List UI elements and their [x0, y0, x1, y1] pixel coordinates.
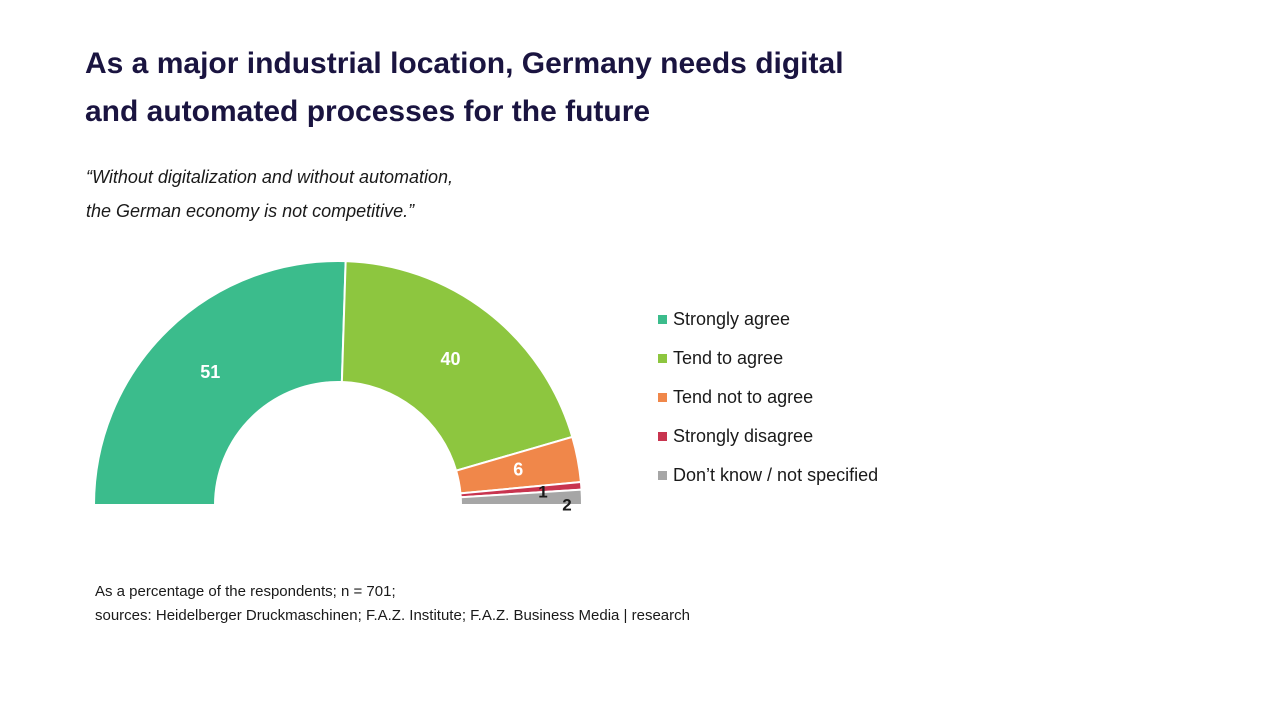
donut-slice-tend-to-agree [340, 260, 574, 472]
chart-title: As a major industrial location, Germany … [85, 40, 905, 136]
chart-subtitle-line-2: the German economy is not competitive.” [86, 201, 415, 221]
legend-swatch-dont-know [658, 471, 667, 480]
data-label-strongly-disagree: 1 [538, 482, 547, 501]
legend-label-strongly-agree: Strongly agree [673, 309, 791, 329]
legend-swatch-tend-to-agree [658, 354, 667, 363]
legend-swatch-strongly-disagree [658, 432, 667, 441]
legend-item-tend-to-agree: Tend to agree [658, 344, 878, 383]
footnote-line-1: As a percentage of the respondents; n = … [95, 583, 396, 600]
legend-item-dont-know: Don’t know / not specified [658, 461, 878, 500]
legend-item-tend-not-to-agree: Tend not to agree [658, 383, 878, 422]
chart-footnote: As a percentage of the respondents; n = … [95, 580, 690, 628]
chart-subtitle-line-1: “Without digitalization and without auto… [86, 167, 454, 187]
legend-label-dont-know: Don’t know / not specified [673, 465, 879, 485]
data-label-dont-know: 2 [562, 495, 571, 514]
legend-swatch-strongly-agree [658, 315, 667, 324]
legend-label-strongly-disagree: Strongly disagree [673, 426, 814, 446]
data-label-strongly-agree: 51 [200, 362, 220, 382]
data-label-tend-not-to-agree: 6 [513, 459, 523, 479]
legend-item-strongly-agree: Strongly agree [658, 305, 878, 344]
legend-item-strongly-disagree: Strongly disagree [658, 422, 878, 461]
chart-legend: Strongly agree Tend to agree Tend not to… [658, 305, 878, 500]
donut-slice-dont-know [459, 488, 584, 506]
data-label-tend-to-agree: 40 [440, 349, 460, 369]
legend-label-tend-not-to-agree: Tend not to agree [673, 387, 814, 407]
footnote-line-2: sources: Heidelberger Druckmaschinen; F.… [95, 607, 690, 624]
legend-label-tend-to-agree: Tend to agree [673, 348, 784, 368]
chart-title-line-2: and automated processes for the future [85, 95, 651, 128]
chart-subtitle: “Without digitalization and without auto… [86, 160, 646, 228]
donut-slice-strongly-agree [92, 260, 347, 506]
legend-swatch-tend-not-to-agree [658, 393, 667, 402]
chart-title-line-1: As a major industrial location, Germany … [85, 47, 844, 80]
